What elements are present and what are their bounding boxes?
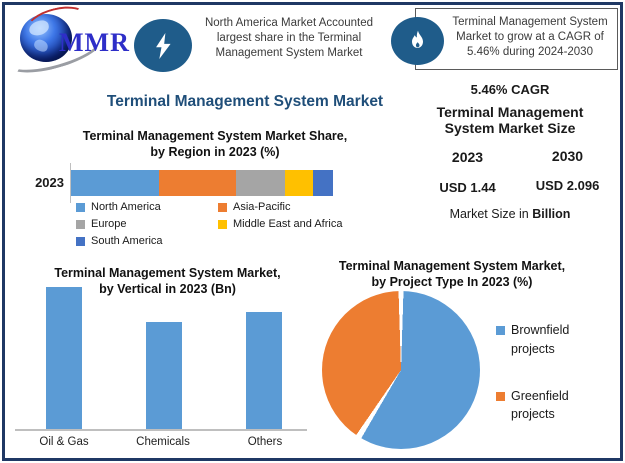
legend-item-asia-pacific: Asia-Pacific	[218, 201, 386, 214]
logo-text: MMR	[59, 28, 130, 57]
legend-item-middle-east-africa: Middle East and Africa	[218, 218, 386, 231]
bar-chemicals	[146, 322, 182, 429]
header-cagr-box	[415, 8, 618, 70]
region-chart-year-label: 2023	[35, 175, 64, 190]
unit-note-prefix: Market Size in	[449, 207, 533, 221]
legend-swatch	[496, 391, 505, 401]
legend-label: North America	[91, 201, 161, 213]
bar-segment-south-america	[313, 170, 333, 196]
market-value-2030: USD 2.096	[535, 178, 600, 193]
bar-oil-and-gas	[46, 286, 82, 429]
legend-item-europe: Europe	[76, 218, 218, 231]
vertical-chart-title: Terminal Management System Market, by Ve…	[54, 266, 281, 296]
legend-swatch	[76, 220, 85, 229]
category-label-others: Others	[247, 436, 283, 448]
legend-swatch	[76, 203, 85, 212]
bar-segment-north-america	[71, 170, 159, 196]
year-2023-label: 2023	[451, 149, 484, 165]
market-value-2023: USD 1.44	[439, 180, 496, 195]
legend-item-north-america: North America	[76, 201, 218, 214]
legend-label: Asia-Pacific	[233, 201, 291, 213]
region-legend: North America Asia-Pacific Europe Middle…	[76, 201, 386, 248]
legend-label: Middle East and Africa	[233, 218, 343, 230]
legend-label: Brownfield projects	[511, 323, 570, 356]
bar-others	[246, 312, 282, 429]
legend-swatch	[496, 326, 505, 335]
category-label-chemicals: Chemicals	[136, 436, 190, 448]
legend-item-south-america: South America	[76, 235, 218, 248]
legend-item-brownfield: Brownfield projects	[496, 321, 606, 359]
region-chart-axis	[70, 163, 71, 203]
lightning-icon	[156, 32, 171, 59]
flame-badge	[391, 17, 444, 65]
legend-swatch	[218, 203, 227, 212]
category-label-oil-and-gas: Oil & Gas	[39, 436, 89, 448]
header-cagr-note: Terminal Management System Market to gro…	[452, 16, 608, 58]
pie-chart	[322, 291, 480, 449]
legend-label: South America	[91, 235, 163, 247]
header-highlight-note: North America Market Accounted largest s…	[204, 17, 374, 59]
page-title: Terminal Management System Market	[106, 93, 384, 110]
bar-segment-asia-pacific	[158, 170, 237, 196]
lightning-badge	[134, 19, 192, 72]
globe-icon	[20, 14, 72, 62]
legend-label: Greenfield projects	[511, 388, 569, 422]
vertical-chart-plot	[15, 264, 307, 431]
cagr-value-label: 5.46% CAGR	[470, 82, 550, 97]
market-size-title: Terminal Management System Market Size	[436, 104, 584, 137]
bar-segment-middle-east-and-africa	[284, 170, 314, 196]
year-2030-label: 2030	[551, 148, 584, 164]
bar-segment-europe	[236, 170, 285, 196]
market-size-unit-note: Market Size in Billion	[405, 207, 615, 221]
legend-item-greenfield: Greenfield projects	[496, 387, 606, 425]
mmr-logo: MMR	[3, 0, 137, 81]
pie-chart-title: Terminal Management System Market, by Pr…	[338, 259, 566, 289]
legend-swatch	[218, 220, 227, 229]
pie-legend: Brownfield projects Greenfield projects	[496, 321, 606, 452]
unit-note-bold: Billion	[532, 207, 571, 221]
legend-label: Europe	[91, 218, 127, 230]
flame-icon	[411, 30, 423, 48]
stacked-bar	[71, 170, 333, 196]
legend-swatch	[76, 237, 85, 246]
region-chart-title: Terminal Management System Market Share,…	[82, 129, 348, 159]
